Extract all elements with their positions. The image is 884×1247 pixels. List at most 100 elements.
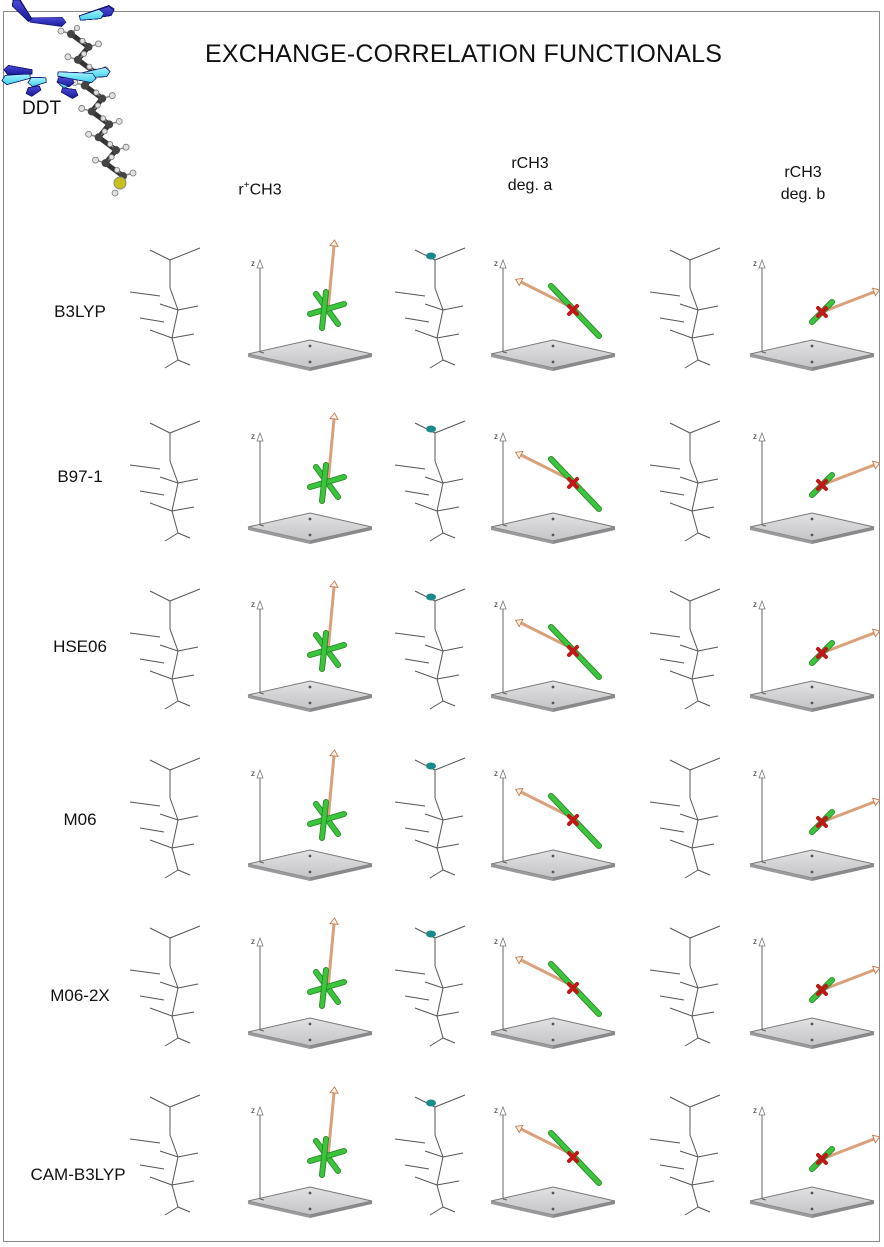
bond-line xyxy=(434,247,466,261)
plane-dot-icon xyxy=(551,1191,555,1195)
plane-icon xyxy=(749,512,875,542)
bond-line xyxy=(177,869,191,876)
bond-line xyxy=(139,317,165,323)
plane-dot-icon xyxy=(308,1038,312,1042)
bond-line xyxy=(139,995,165,1001)
tan-arrow-icon-head xyxy=(329,749,339,757)
z-axis-arrow-icon xyxy=(758,936,766,947)
bond-line xyxy=(442,1037,456,1044)
ddt-hydrogen xyxy=(57,27,65,35)
z-axis-label: z xyxy=(753,769,757,778)
vector-panel-r4-c2: z xyxy=(490,768,616,881)
bond-line xyxy=(691,674,715,680)
row-label-cam-b3lyp: CAM-B3LYP xyxy=(30,1165,126,1184)
dark-vector-icon xyxy=(57,77,75,87)
vector-panel-r1-c3: z xyxy=(749,258,881,371)
bond-line xyxy=(684,700,699,710)
plane-icon xyxy=(247,339,373,369)
z-axis-arrow-icon xyxy=(499,1105,507,1116)
plane-dot-icon xyxy=(551,1022,555,1026)
bond-line xyxy=(669,590,691,602)
column-header-3-line2: deg. b xyxy=(780,186,826,203)
plane-icon xyxy=(749,1017,875,1047)
bond-line xyxy=(177,1206,191,1213)
bond-line xyxy=(649,464,681,470)
bond-line xyxy=(177,478,199,484)
z-axis-arrow-icon xyxy=(499,936,507,947)
bond-line xyxy=(171,510,179,534)
bond-line xyxy=(684,869,699,879)
bond-line xyxy=(171,1011,195,1017)
z-axis-arrow-icon xyxy=(499,599,507,610)
ddt-hydrogen xyxy=(64,53,72,61)
bond-line xyxy=(171,1184,179,1208)
bond-line xyxy=(139,658,165,664)
bond-line xyxy=(442,983,464,989)
bond-line xyxy=(394,801,426,807)
axis-base-line xyxy=(259,692,265,695)
bond-line xyxy=(689,1134,699,1158)
z-axis-label: z xyxy=(251,600,255,609)
ddt-molecule-icon xyxy=(57,24,137,197)
bond-line xyxy=(149,670,173,680)
bond-line xyxy=(436,678,444,702)
z-axis-label: z xyxy=(753,259,757,268)
z-axis-arrow-icon xyxy=(758,768,766,779)
z-axis-arrow-icon xyxy=(499,258,507,269)
vector-panel-r6-c1: z xyxy=(247,1086,373,1218)
plane-dot-icon xyxy=(810,701,814,705)
column-header-2-line1: rCH3 xyxy=(511,155,549,172)
bond-line xyxy=(697,1037,711,1044)
bond-line xyxy=(659,317,685,323)
red-cross-icon xyxy=(567,814,579,826)
axis-base-line xyxy=(502,692,508,695)
plane-edge-icon xyxy=(310,695,372,712)
bond-line xyxy=(689,460,699,484)
plane-edge-icon xyxy=(750,354,812,371)
plane-icon xyxy=(490,512,616,542)
green-rod-icon xyxy=(319,967,329,1009)
plane-icon xyxy=(490,339,616,369)
bond-line xyxy=(177,359,191,366)
bond-line xyxy=(442,1206,456,1213)
bond-line xyxy=(149,422,171,434)
z-axis-arrow-icon xyxy=(499,768,507,779)
bond-line xyxy=(149,329,173,339)
plane-dot-icon xyxy=(810,1207,814,1211)
ddt-carbon xyxy=(73,55,82,64)
ddt-hydrogen xyxy=(107,141,114,148)
ddt-hydrogen xyxy=(79,37,86,44)
bond-line xyxy=(436,847,444,871)
bond-line xyxy=(691,1184,699,1208)
bond-line xyxy=(691,309,699,339)
ddt-hydrogen xyxy=(129,169,137,177)
bond-line xyxy=(689,420,721,434)
vector-panel-r5-c1: z xyxy=(247,917,373,1049)
bond-line xyxy=(669,249,691,261)
z-axis-label: z xyxy=(753,937,757,946)
bond-line xyxy=(436,987,444,1017)
axis-base-line xyxy=(761,524,767,527)
plane-icon xyxy=(490,1186,616,1216)
bond-line xyxy=(434,757,466,771)
ddt-carbon xyxy=(112,146,121,155)
bond-line xyxy=(649,801,681,807)
bond-line xyxy=(689,628,699,652)
ddt-carbon xyxy=(80,81,89,90)
vector-panel-r4-c3: z xyxy=(749,768,881,881)
plane-dot-icon xyxy=(810,685,814,689)
tan-arrow-icon-head xyxy=(514,1124,524,1134)
bond-line xyxy=(434,628,444,652)
atom-marker-icon xyxy=(426,425,436,433)
bond-line xyxy=(149,1007,173,1017)
bond-line xyxy=(659,1164,685,1170)
plane-icon xyxy=(749,1186,875,1216)
ddt-hydrogen xyxy=(92,156,99,164)
tan-arrow-icon-head xyxy=(514,955,524,965)
bond-line xyxy=(169,965,179,989)
plane-dot-icon xyxy=(308,1022,312,1026)
bond-line xyxy=(691,1156,699,1186)
axis-base-line xyxy=(761,1198,767,1201)
bond-line xyxy=(394,464,426,470)
z-axis-arrow-icon xyxy=(758,431,766,442)
